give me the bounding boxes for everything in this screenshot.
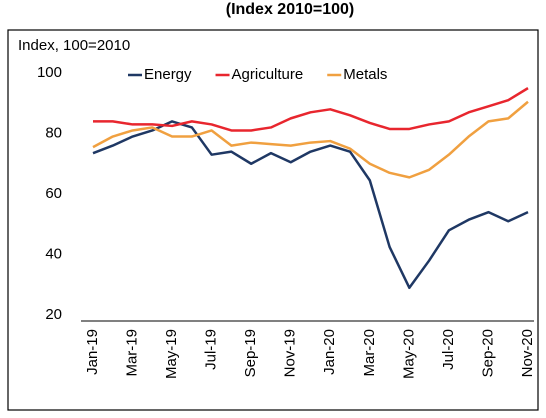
y-tick-label: 80 xyxy=(45,124,62,141)
x-tick-label: Nov-19 xyxy=(282,329,299,377)
x-tick-label: May-19 xyxy=(163,329,180,379)
x-tick-label: Mar-20 xyxy=(361,329,378,377)
x-tick-label: Mar-19 xyxy=(124,329,141,377)
y-tick-label: 40 xyxy=(45,245,62,262)
chart-title: (Index 2010=100) xyxy=(226,1,355,18)
x-tick-label: Jul-20 xyxy=(440,329,457,370)
x-tick-label: Nov-20 xyxy=(519,329,536,377)
x-tick-label: May-20 xyxy=(400,329,417,379)
y-tick-label: 60 xyxy=(45,185,62,202)
legend-label: Agriculture xyxy=(232,66,304,83)
x-tick-label: Jan-20 xyxy=(321,329,338,375)
x-tick-label: Jul-19 xyxy=(203,329,220,370)
x-tick-label: Sep-19 xyxy=(242,329,259,377)
y-tick-label: 100 xyxy=(37,64,62,81)
line-series xyxy=(92,100,529,179)
x-tick-label: Sep-20 xyxy=(479,329,496,377)
legend-label: Energy xyxy=(144,66,192,83)
y-tick-label: 20 xyxy=(45,306,62,323)
line-series xyxy=(93,87,529,132)
y-axis-label: Index, 100=2010 xyxy=(18,37,130,54)
chart-frame xyxy=(7,29,539,411)
x-tick-label: Jan-19 xyxy=(84,329,101,375)
legend-label: Metals xyxy=(343,66,387,83)
line-series xyxy=(92,120,529,290)
